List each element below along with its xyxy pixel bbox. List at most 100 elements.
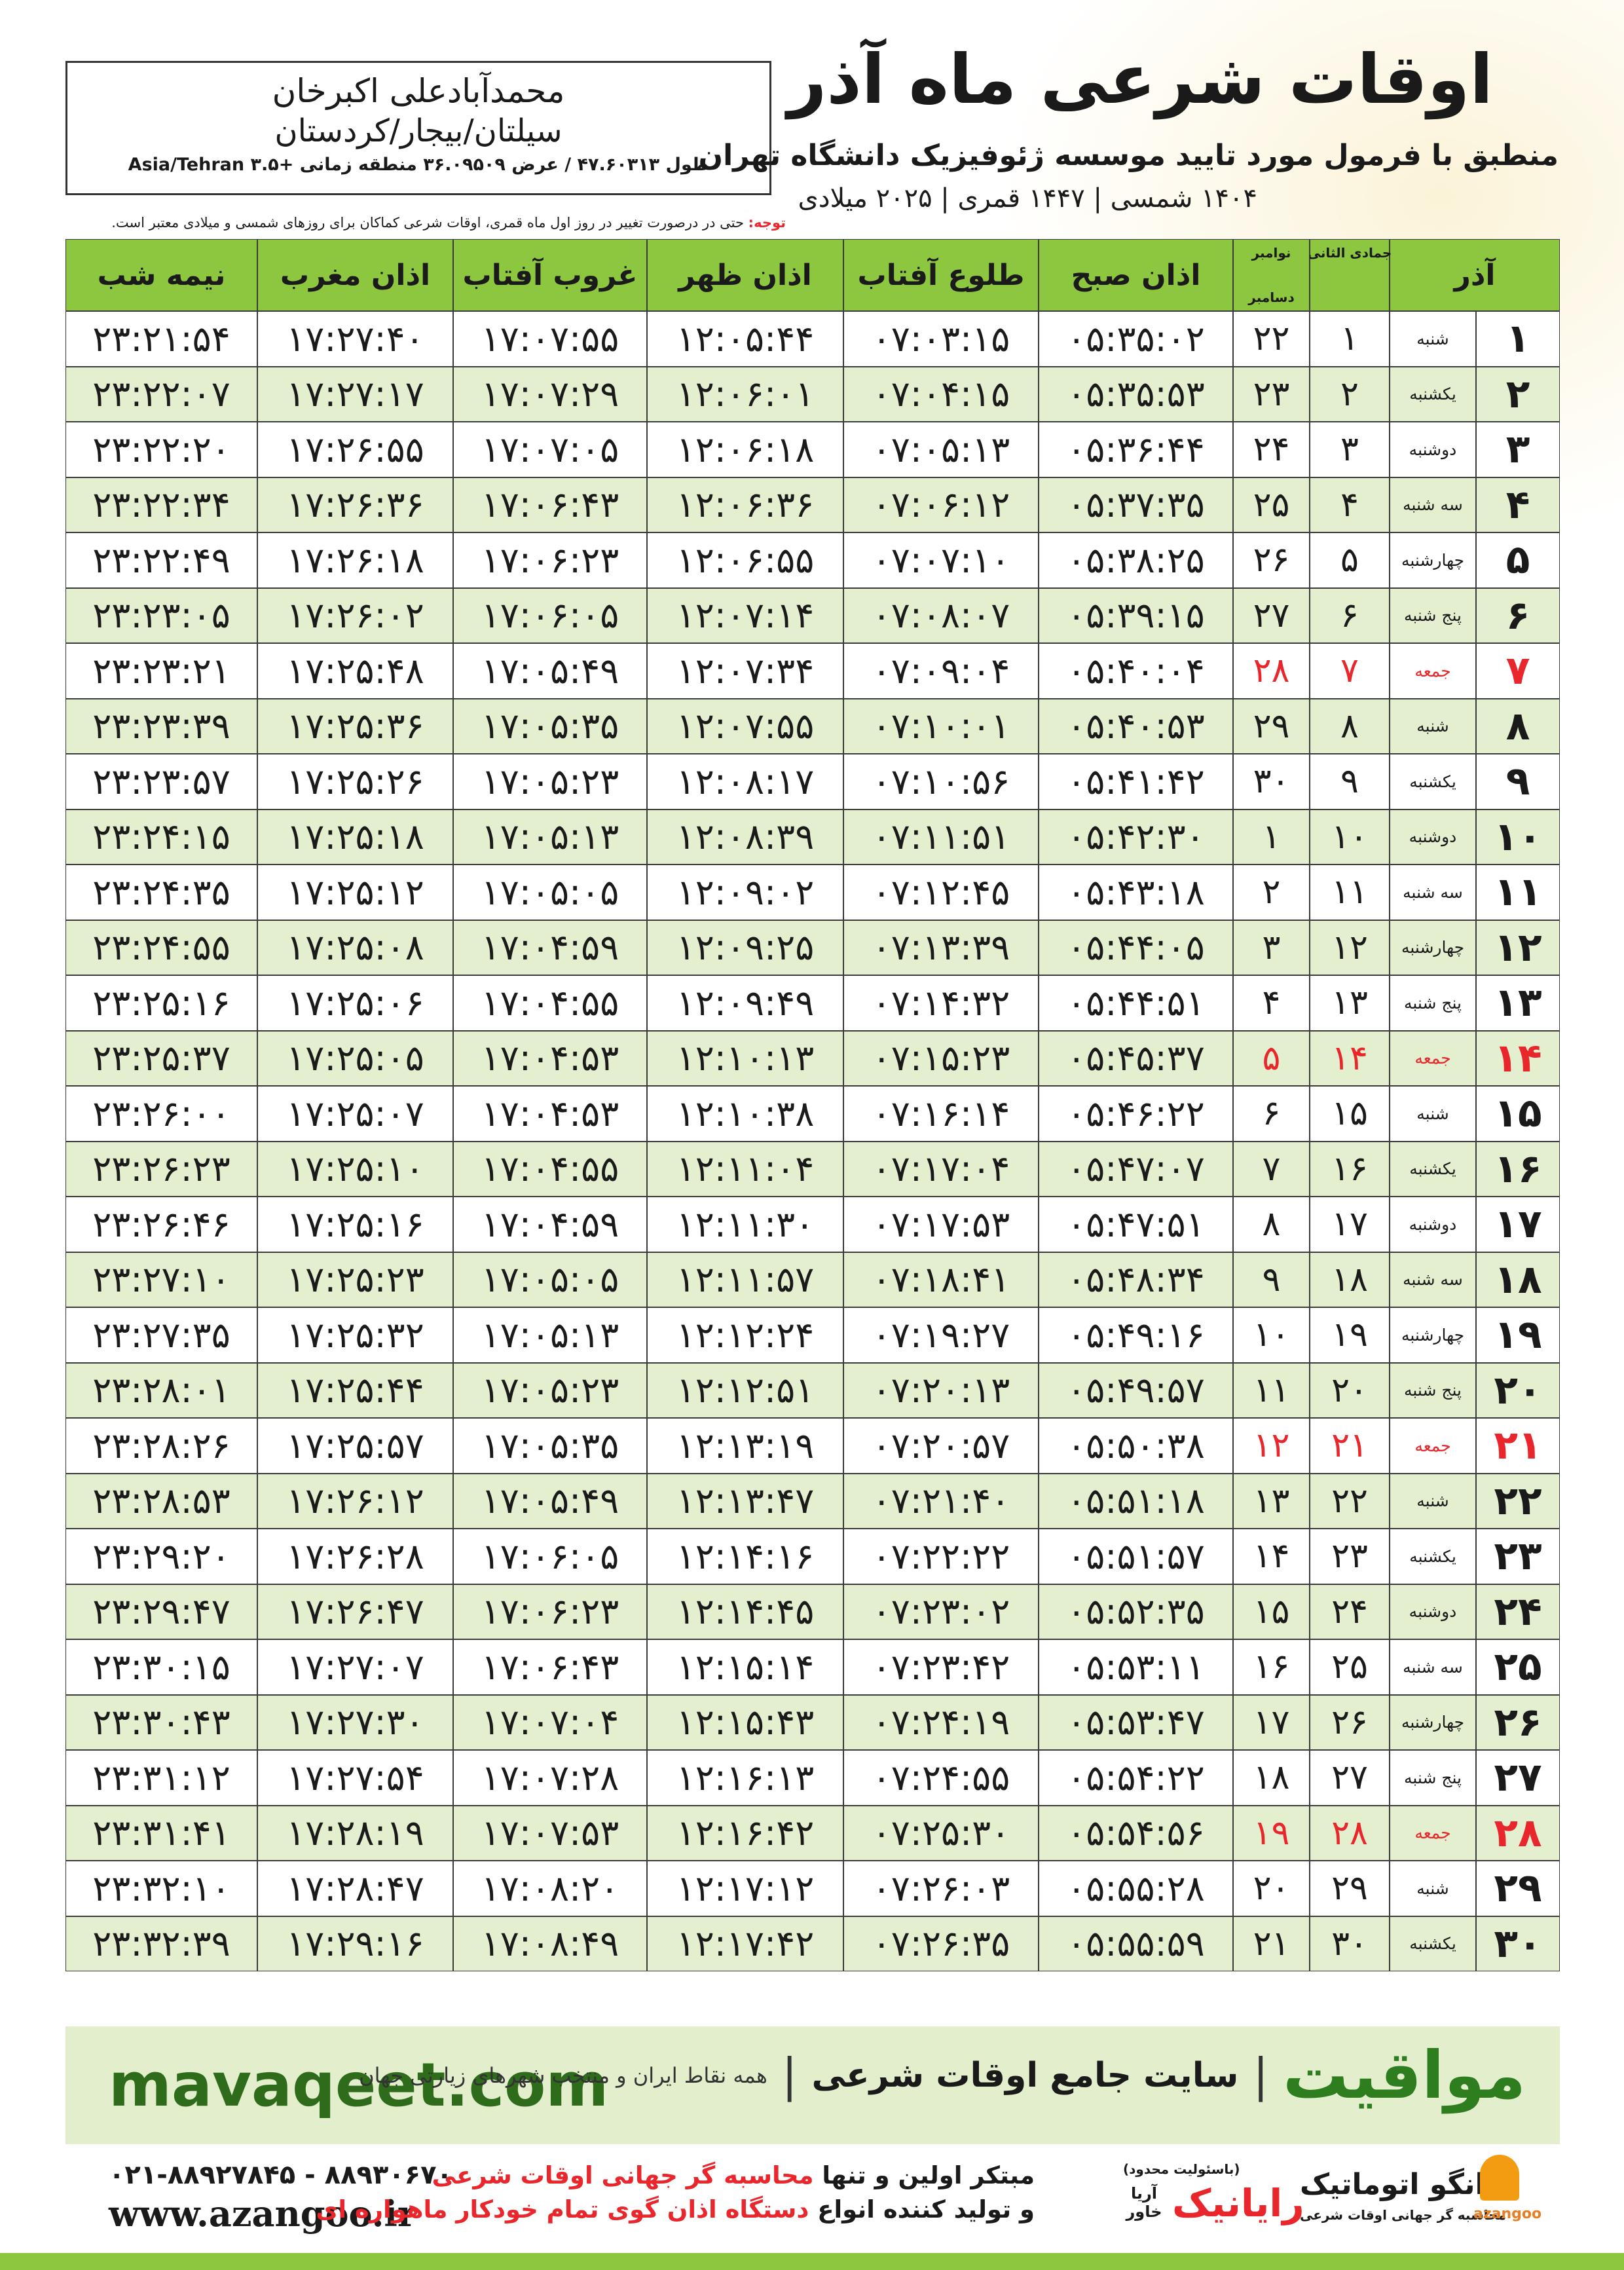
time-cell: ۱۷:۲۶:۱۸	[257, 532, 453, 588]
date-cell: ۹	[1310, 754, 1390, 809]
time-cell: ۱۷:۰۴:۵۳	[453, 1030, 647, 1086]
date-cell: ۱۳	[1233, 1473, 1310, 1529]
time-cell: ۱۷:۲۸:۱۹	[257, 1805, 453, 1861]
time-cell: ۲۳:۲۹:۴۷	[65, 1584, 257, 1639]
date-cell: ۱	[1476, 311, 1560, 367]
time-cell: ۰۷:۱۸:۴۱	[843, 1252, 1039, 1307]
website[interactable]: www.azangoo.ir	[109, 2193, 416, 2235]
time-cell: ۰۷:۱۹:۲۷	[843, 1307, 1039, 1363]
time-cell: ۲۳:۳۱:۱۲	[65, 1750, 257, 1806]
date-cell: پنج شنبه	[1390, 1362, 1476, 1418]
date-cell: ۷	[1476, 643, 1560, 699]
time-cell: ۰۵:۴۵:۳۷	[1039, 1030, 1233, 1086]
header-cell: طلوع آفتاب	[843, 239, 1039, 311]
time-cell: ۱۲:۱۵:۴۳	[647, 1694, 843, 1750]
date-cell: ۸	[1233, 1197, 1310, 1252]
time-cell: ۰۷:۲۰:۵۷	[843, 1418, 1039, 1474]
time-cell: ۲۳:۲۸:۰۱	[65, 1362, 257, 1418]
date-cell: ۱۴	[1476, 1030, 1560, 1086]
separator: |	[1253, 2048, 1268, 2102]
time-cell: ۰۷:۲۴:۵۵	[843, 1750, 1039, 1806]
time-cell: ۱۷:۲۵:۲۶	[257, 754, 453, 809]
time-cell: ۲۳:۲۲:۴۹	[65, 532, 257, 588]
time-cell: ۱۷:۰۸:۲۰	[453, 1861, 647, 1916]
time-cell: ۰۵:۳۵:۰۲	[1039, 311, 1233, 367]
time-cell: ۲۳:۳۲:۱۰	[65, 1861, 257, 1916]
location-name: محمدآبادعلی اکبرخان	[272, 72, 565, 110]
time-cell: ۱۲:۰۷:۱۴	[647, 587, 843, 643]
date-cell: یکشنبه	[1390, 1916, 1476, 1971]
time-cell: ۱۲:۱۷:۴۲	[647, 1916, 843, 1971]
time-cell: ۱۷:۲۷:۳۰	[257, 1694, 453, 1750]
date-cell: ۹	[1233, 1252, 1310, 1307]
time-cell: ۱۲:۱۱:۰۴	[647, 1141, 843, 1197]
time-cell: ۲۳:۳۲:۳۹	[65, 1916, 257, 1971]
time-cell: ۰۷:۰۸:۰۷	[843, 587, 1039, 643]
header-cell: آذر	[1390, 239, 1560, 311]
date-cell: ۵	[1476, 532, 1560, 588]
date-cell: پنج شنبه	[1390, 587, 1476, 643]
header-cell: جمادی الثانی	[1308, 239, 1392, 311]
time-cell: ۱۷:۰۵:۱۳	[453, 1307, 647, 1363]
date-cell: ۲۹	[1476, 1861, 1560, 1916]
time-cell: ۱۷:۰۷:۲۸	[453, 1750, 647, 1806]
time-cell: ۰۷:۱۷:۵۳	[843, 1197, 1039, 1252]
time-cell: ۰۵:۵۳:۴۷	[1039, 1694, 1233, 1750]
time-cell: ۰۵:۴۰:۰۴	[1039, 643, 1233, 699]
time-cell: ۱۲:۰۹:۰۲	[647, 865, 843, 920]
time-cell: ۱۷:۲۸:۴۷	[257, 1861, 453, 1916]
date-cell: ۱۹	[1310, 1307, 1390, 1363]
brand: مواقیت	[1282, 2037, 1526, 2113]
date-cell: ۲۸	[1233, 643, 1310, 699]
date-cell: ۱۴	[1233, 1529, 1310, 1584]
date-cell: ۱۸	[1233, 1750, 1310, 1806]
time-cell: ۱۷:۲۵:۵۷	[257, 1418, 453, 1474]
time-cell: ۱۲:۱۵:۱۴	[647, 1639, 843, 1695]
time-cell: ۲۳:۲۴:۵۵	[65, 920, 257, 975]
time-cell: ۱۲:۱۰:۱۳	[647, 1030, 843, 1086]
date-cell: ۱۴	[1310, 1030, 1390, 1086]
date-cell: شنبه	[1390, 1861, 1476, 1916]
date-cell: ۱۸	[1476, 1252, 1560, 1307]
time-cell: ۲۳:۲۲:۰۷	[65, 366, 257, 422]
date-cell: ۲۲	[1233, 311, 1310, 367]
time-cell: ۰۷:۰۷:۱۰	[843, 532, 1039, 588]
note-text: حتی در درصورت تغییر در روز اول ماه قمری،…	[111, 215, 744, 231]
time-cell: ۱۷:۰۶:۲۳	[453, 1584, 647, 1639]
date-cell: ۴	[1476, 477, 1560, 532]
date-cell: ۶	[1476, 587, 1560, 643]
time-cell: ۱۷:۲۵:۰۸	[257, 920, 453, 975]
contact-line: مبتکر اولین و تنها محاسبه گر جهانی اوقات…	[432, 2161, 1035, 2189]
time-cell: ۱۷:۰۵:۳۵	[453, 1418, 647, 1474]
date-cell: ۱۶	[1310, 1141, 1390, 1197]
banner	[65, 2026, 1560, 2144]
text: دستگاه اذان گوی تمام خودکار ماهواره ای	[316, 2195, 809, 2223]
date-cell: ۱۷	[1310, 1197, 1390, 1252]
date-cell: ۱۶	[1233, 1639, 1310, 1695]
time-cell: ۱۲:۰۶:۵۵	[647, 532, 843, 588]
date-cell: یکشنبه	[1390, 366, 1476, 422]
time-cell: ۲۳:۲۶:۰۰	[65, 1086, 257, 1142]
logo-azangoo: اذانگو اتوماتیک	[1300, 2168, 1510, 2201]
date-cell: ۲	[1476, 366, 1560, 422]
time-cell: ۲۳:۲۳:۰۵	[65, 587, 257, 643]
time-cell: ۱۲:۰۹:۲۵	[647, 920, 843, 975]
time-cell: ۱۷:۲۵:۰۶	[257, 975, 453, 1031]
time-cell: ۱۷:۰۵:۴۹	[453, 1473, 647, 1529]
header-cell: نوامبر دسامبر	[1233, 239, 1310, 311]
time-cell: ۱۷:۰۶:۴۳	[453, 1639, 647, 1695]
site-link[interactable]: mavaqeet.com	[109, 2050, 609, 2120]
time-cell: ۱۲:۱۰:۳۸	[647, 1086, 843, 1142]
date-cell: ۱۶	[1476, 1141, 1560, 1197]
time-cell: ۱۷:۲۶:۳۶	[257, 477, 453, 532]
time-cell: ۱۷:۲۵:۳۲	[257, 1307, 453, 1363]
date-cell: ۱	[1310, 311, 1390, 367]
time-cell: ۰۵:۵۵:۵۹	[1039, 1916, 1233, 1971]
time-cell: ۱۲:۱۶:۴۲	[647, 1805, 843, 1861]
time-cell: ۰۷:۱۴:۳۲	[843, 975, 1039, 1031]
time-cell: ۱۷:۲۶:۵۵	[257, 422, 453, 477]
date-cell: ۱۲	[1310, 920, 1390, 975]
note-label: توجه:	[748, 215, 786, 231]
date-cell: ۲۴	[1310, 1584, 1390, 1639]
